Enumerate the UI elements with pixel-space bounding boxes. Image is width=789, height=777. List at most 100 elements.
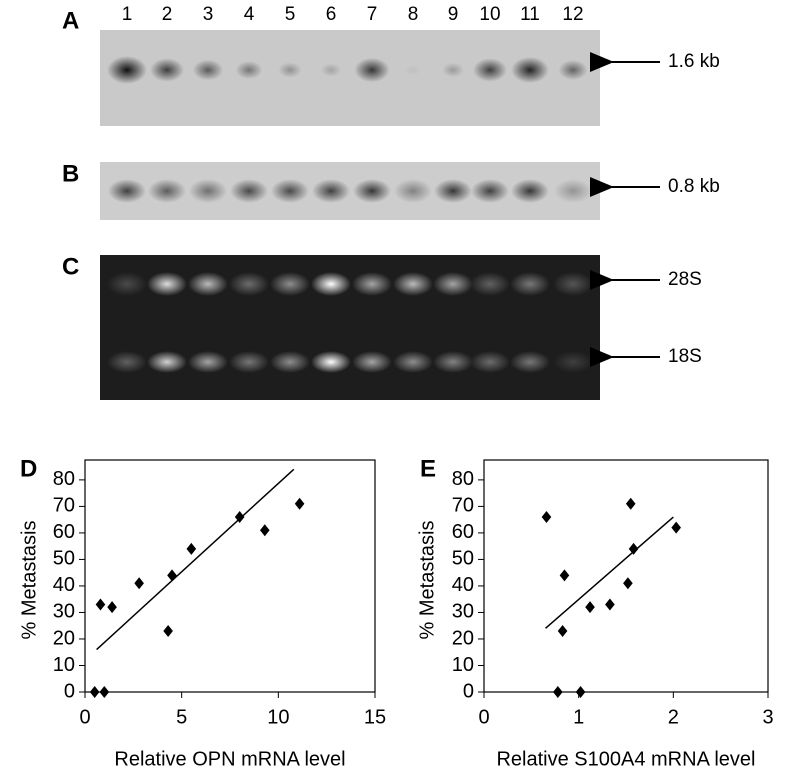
plot-frame: [84, 459, 376, 693]
lane-label: 10: [479, 4, 500, 25]
y-tick-label: 60: [452, 521, 474, 543]
band: [553, 272, 593, 296]
band: [107, 351, 147, 373]
band: [442, 62, 464, 78]
band-label: 0.8 kb: [668, 176, 720, 197]
panel-letter: B: [62, 160, 79, 187]
band: [147, 351, 187, 373]
lane-label: 6: [326, 4, 337, 25]
point: [167, 569, 177, 582]
lane-label: 2: [162, 4, 173, 25]
band: [510, 351, 550, 373]
band: [147, 272, 187, 296]
band: [320, 63, 342, 77]
band: [433, 272, 473, 296]
point: [260, 524, 270, 537]
point: [294, 497, 305, 510]
y-tick-label: 0: [463, 680, 474, 702]
y-tick-label: 30: [452, 601, 474, 623]
band: [108, 179, 146, 203]
band: [558, 60, 588, 80]
point: [163, 625, 173, 638]
point: [107, 601, 117, 614]
band: [148, 179, 186, 203]
lane-label: 4: [244, 4, 255, 25]
band: [150, 58, 184, 82]
x-tick-label: 10: [267, 706, 289, 728]
lane-label: 7: [367, 4, 378, 25]
band: [554, 179, 592, 203]
y-tick-label: 50: [53, 548, 75, 570]
point: [605, 598, 615, 611]
point: [553, 686, 563, 698]
band: [188, 351, 228, 373]
point: [585, 601, 595, 614]
band: [189, 179, 227, 203]
x-tick-label: 0: [478, 706, 489, 728]
trend-line: [545, 516, 674, 629]
band: [229, 351, 269, 373]
point: [557, 625, 568, 638]
band: [229, 272, 269, 296]
y-tick-label: 80: [452, 468, 474, 490]
point: [671, 521, 681, 534]
band: [473, 58, 507, 82]
x-axis-label: Relative OPN mRNA level: [114, 748, 345, 770]
lane-label: 9: [448, 4, 459, 25]
band: [352, 351, 392, 373]
lane-label: 5: [285, 4, 296, 25]
band: [353, 179, 391, 203]
band: [470, 351, 510, 373]
panel-letter: E: [420, 455, 436, 482]
point: [541, 511, 552, 524]
y-tick-label: 70: [53, 495, 75, 517]
band: [230, 179, 268, 203]
point: [559, 569, 570, 582]
band: [271, 179, 309, 203]
band: [394, 179, 432, 203]
y-tick-label: 60: [53, 521, 75, 543]
band: [471, 179, 509, 203]
band: [510, 272, 550, 296]
point: [134, 577, 144, 590]
band: [393, 351, 433, 373]
y-tick-label: 0: [64, 680, 75, 702]
lane-label: 3: [203, 4, 214, 25]
panel-letter: D: [20, 455, 37, 482]
band: [107, 56, 147, 84]
band: [470, 272, 510, 296]
point: [575, 686, 586, 698]
point: [186, 542, 197, 555]
y-tick-label: 20: [452, 627, 474, 649]
panel-letter: C: [62, 253, 79, 280]
point: [89, 686, 100, 698]
band-label: 18S: [668, 346, 702, 367]
panel-letter: A: [62, 7, 79, 34]
lane-label: 8: [408, 4, 419, 25]
band: [107, 272, 147, 296]
band: [553, 351, 593, 373]
lane-label: 11: [520, 4, 540, 25]
y-tick-label: 80: [53, 468, 75, 490]
y-axis-label: % Metastasis: [416, 521, 438, 640]
band: [354, 57, 390, 83]
lane-label: 12: [562, 4, 583, 25]
y-tick-label: 30: [53, 601, 75, 623]
band: [312, 179, 350, 203]
band: [433, 351, 473, 373]
band: [434, 179, 472, 203]
x-tick-label: 3: [762, 706, 773, 728]
band: [311, 272, 351, 296]
band: [404, 64, 422, 76]
point: [234, 511, 245, 524]
y-tick-label: 10: [452, 654, 474, 676]
band: [270, 351, 310, 373]
band: [270, 272, 310, 296]
y-tick-label: 40: [452, 574, 474, 596]
band: [278, 62, 302, 78]
point: [625, 497, 636, 510]
band: [393, 272, 433, 296]
band-label: 28S: [668, 269, 702, 290]
y-axis-label: % Metastasis: [18, 521, 40, 640]
